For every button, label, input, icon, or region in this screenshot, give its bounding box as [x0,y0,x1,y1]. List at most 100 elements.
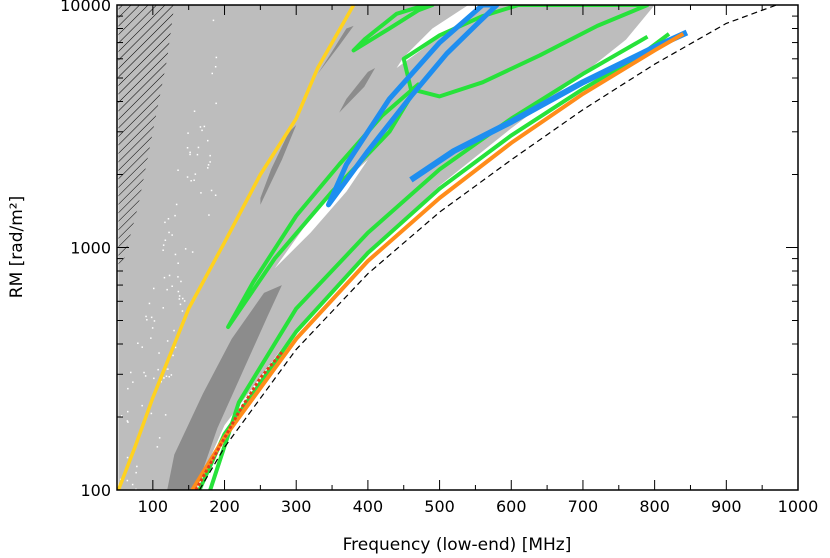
speckle-dot [171,234,173,236]
speckle-dot [179,303,182,306]
dashed-boundary [198,5,777,490]
speckle-dot [167,218,170,220]
speckle-dot [131,483,134,486]
speckle-dot [135,471,137,474]
speckle-dot [146,319,148,321]
y-tick-label: 100 [80,481,111,500]
speckle-dot [170,374,173,376]
speckle-dot [177,276,179,278]
speckle-dot [171,285,173,287]
speckle-dot [215,56,218,59]
speckle-dot [132,381,134,383]
speckle-dot [164,221,166,224]
dark-gray-region [317,25,354,74]
speckle-dot [173,329,175,332]
speckle-dot [197,146,200,149]
speckle-dot [163,276,166,279]
orange-boundary [190,32,685,490]
y-tick-label: 10000 [60,0,111,15]
blue-lobe [326,5,500,208]
speckle-dot [127,410,129,413]
speckle-dot [208,214,210,216]
speckle-dot [183,300,186,302]
x-tick-label: 400 [353,497,384,516]
speckle-dot [127,421,129,423]
speckle-dot [189,153,191,156]
speckle-dot [160,380,162,383]
speckle-dot [186,147,189,149]
x-tick-label: 300 [281,497,312,516]
plot-area [117,5,777,490]
hatched-region [118,5,175,271]
light-gray-region [118,5,655,490]
speckle-dot [137,342,139,344]
dark-gray-region [167,285,282,490]
speckle-dot [157,368,159,371]
x-tick-label: 700 [568,497,599,516]
speckle-dot [193,179,195,181]
axes: 100 200 300 400 500 600 700 800 900 1000 100 1000 10… [60,0,818,516]
speckle-dot [168,274,171,277]
speckle-dot [126,456,129,459]
speckle-dot [211,72,213,75]
speckle-dot [153,287,155,290]
speckle-dot [207,167,209,169]
speckle-dot [203,125,206,128]
speckle-dot [162,249,164,251]
red-boundary [194,351,284,490]
speckle-dot [174,346,177,349]
speckle-dot [177,290,180,293]
speckle-dot [150,337,152,339]
speckle-dot [175,203,178,206]
x-tick-label: 100 [138,497,169,516]
speckle-dot [177,262,179,264]
speckle-dot [158,352,160,354]
y-axis-title: RM [rad/m²] [7,196,27,298]
x-tick-label: 1000 [778,497,819,516]
speckle-dot [193,110,196,112]
speckle-dot [151,327,154,329]
speckle-dot [163,377,165,379]
speckle-dot [141,404,143,407]
dark-gray-region [260,125,297,205]
speckle-dot [194,173,197,175]
speckle-dot [143,371,145,374]
speckle-dot [167,368,169,370]
speckle-dot [158,437,161,439]
speckle-dot [174,253,177,256]
speckle-dot [215,102,217,105]
speckle-dot [178,295,181,297]
speckle-dot [174,214,176,217]
speckle-dot [180,280,182,283]
speckle-dot [209,161,211,163]
speckle-dot [190,180,192,182]
speckle-dot [126,420,129,422]
speckle-dot [207,164,210,166]
green-top-lobe [351,5,435,53]
speckle-dot [181,310,184,312]
speckle-dot [168,231,170,234]
speckle-dot [130,371,132,374]
speckle-dot [182,297,184,300]
speckle-dot [164,414,167,416]
green-middle-lobe [226,82,421,329]
speckle-dot [162,307,164,309]
speckle-dot [166,288,168,291]
speckle-dot [214,66,217,68]
speckle-dot [148,302,151,305]
speckle-dot [200,192,202,194]
speckle-dot [209,154,211,157]
speckle-dot [184,248,187,250]
speckle-dot [199,126,202,128]
dark-gray-region [339,68,376,113]
speckle-dot [196,153,199,156]
speckle-dot [186,176,189,178]
speckle-dot [150,412,153,415]
speckle-dot [166,340,169,342]
speckle-dot [177,169,179,171]
speckle-dot [207,139,209,142]
speckle-dot [162,244,165,246]
speckle-dot [187,132,189,134]
green-band-inner [208,34,649,490]
speckle-dot [150,316,153,319]
